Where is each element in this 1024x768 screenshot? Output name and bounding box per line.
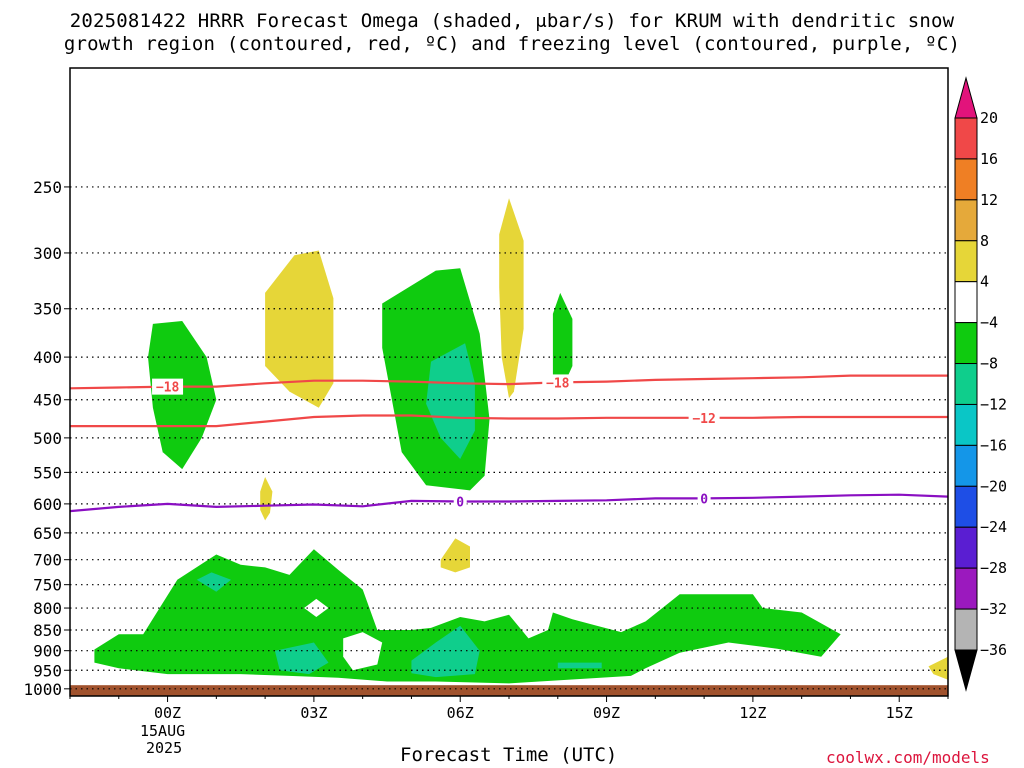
colorbar-label-5: −4 — [980, 314, 998, 332]
omega-regions — [94, 198, 948, 684]
colorbar-box-12 — [954, 567, 978, 610]
source-credit: coolwx.com/models — [826, 748, 990, 767]
omega-region-7 — [440, 538, 470, 573]
contour-label-bg-4 — [697, 490, 711, 507]
contour-label-bg-3 — [453, 493, 467, 510]
ytick-label-300: 300 — [33, 244, 62, 263]
colorbar-label-10: −24 — [980, 518, 1007, 536]
omega-region-0 — [148, 321, 217, 470]
ytick-label-450: 450 — [33, 391, 62, 410]
omega-region-5 — [499, 198, 524, 399]
ytick-label-750: 750 — [33, 576, 62, 595]
omega-region-11 — [274, 642, 329, 675]
ytick-label-800: 800 — [33, 599, 62, 618]
colorbar-box-2 — [954, 158, 978, 201]
date-label-day: 15AUG — [140, 722, 186, 740]
contour-line-minus12 — [70, 414, 948, 428]
ground-surface — [70, 685, 948, 696]
colorbar-box-8 — [954, 403, 978, 446]
colorbar-box-11 — [954, 526, 978, 569]
ytick-label-500: 500 — [33, 429, 62, 448]
colorbar-label-4: 4 — [980, 273, 989, 291]
ytick-label-600: 600 — [33, 495, 62, 514]
omega-region-6 — [552, 292, 573, 388]
omega-gap-0 — [304, 598, 329, 617]
colorbar-label-11: −28 — [980, 559, 1007, 577]
colorbar-label-3: 8 — [980, 232, 989, 250]
omega-region-4 — [426, 343, 475, 459]
colorbar-bottom-arrow — [954, 649, 978, 692]
xtick-label-06Z: 06Z — [447, 704, 474, 722]
omega-region-8 — [928, 656, 948, 680]
xtick-label-00Z: 00Z — [154, 704, 181, 722]
colorbar-box-4 — [954, 240, 978, 283]
contour-label-bg-2 — [688, 409, 720, 426]
ytick-label-350: 350 — [33, 300, 62, 319]
contour-line-0 — [69, 493, 949, 513]
colorbar-box-3 — [954, 199, 978, 242]
colorbar-box-5 — [954, 281, 978, 324]
xtick-label-15Z: 15Z — [886, 704, 913, 722]
contour-label-3: 0 — [456, 495, 464, 510]
colorbar-box-13 — [954, 608, 978, 651]
colorbar-box-6 — [954, 322, 978, 365]
x-axis-title: Forecast Time (UTC) — [400, 744, 618, 766]
colorbar-label-12: −32 — [980, 600, 1007, 618]
ytick-label-850: 850 — [33, 621, 62, 640]
colorbar-label-2: 12 — [980, 191, 998, 209]
colorbar-label-7: −12 — [980, 395, 1007, 413]
xtick-label-03Z: 03Z — [300, 704, 327, 722]
colorbar-label-8: −16 — [980, 436, 1007, 454]
colorbar-box-1 — [954, 117, 978, 160]
ytick-label-400: 400 — [33, 348, 62, 367]
colorbar-top-arrow — [954, 76, 978, 119]
contour-line-minus18 — [69, 374, 948, 390]
colorbar-label-13: −36 — [980, 641, 1007, 659]
omega-region-12 — [411, 625, 480, 678]
contour-label-1: −18 — [546, 376, 570, 391]
ytick-label-700: 700 — [33, 551, 62, 570]
x-axis-ticks: 00Z 03Z 06Z 09Z 12Z 15Z — [69, 696, 949, 722]
y-axis-ticks: 250 300 350 400 450 500 550 600 650 700 750 800 850 9… — [23, 178, 70, 699]
ytick-label-650: 650 — [33, 524, 62, 543]
colorbar-label-0: 20 — [980, 109, 998, 127]
contour-label-bg-0 — [152, 378, 184, 395]
contour-lines — [69, 374, 949, 513]
colorbar-label-1: 16 — [980, 150, 998, 168]
omega-region-13 — [557, 662, 602, 669]
colorbar-label-9: −20 — [980, 477, 1007, 495]
ytick-label-950: 950 — [33, 661, 62, 680]
colorbar-box-10 — [954, 485, 978, 528]
xtick-label-09Z: 09Z — [593, 704, 620, 722]
contour-label-2: −12 — [692, 412, 715, 427]
pressure-gridlines — [70, 186, 948, 690]
ytick-label-550: 550 — [33, 463, 62, 482]
xtick-label-12Z: 12Z — [739, 704, 766, 722]
contour-labels: −18 −18 −12 0 0 — [152, 374, 720, 510]
omega-region-1 — [265, 250, 334, 408]
ytick-label-1000: 1000 — [23, 680, 62, 699]
contour-label-bg-1 — [542, 374, 574, 391]
ytick-label-900: 900 — [33, 642, 62, 661]
ytick-label-250: 250 — [33, 178, 62, 197]
date-label-year: 2025 — [146, 739, 183, 757]
colorbar-box-7 — [954, 363, 978, 405]
ground-layer — [70, 685, 948, 696]
colorbar-box-9 — [954, 444, 978, 487]
omega-region-2 — [260, 477, 273, 521]
contour-label-0: −18 — [156, 381, 180, 396]
chart-title-line-2: growth region (contoured, red, ºC) and f… — [63, 33, 961, 55]
contour-label-4: 0 — [700, 492, 708, 507]
colorbar: 20 16 12 8 4 −4 −8 −12 −16 −20 −24 −28 −32 −36 — [954, 76, 1007, 692]
chart-title-line-1: 2025081422 HRRR Forecast Omega (shaded, … — [69, 10, 955, 32]
omega-region-10 — [196, 572, 231, 592]
colorbar-label-6: −8 — [980, 355, 998, 373]
